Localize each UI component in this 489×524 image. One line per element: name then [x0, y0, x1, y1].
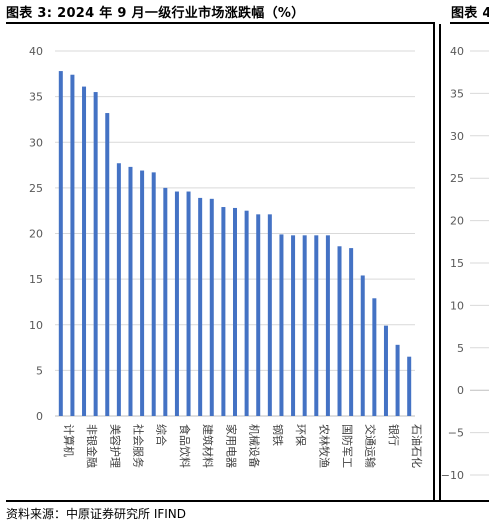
bar	[163, 187, 168, 416]
x-tick-label: 综合	[155, 424, 169, 446]
bar	[267, 214, 272, 416]
bar	[314, 235, 319, 416]
y-tick-label: 15	[450, 257, 464, 270]
y-tick-label: 40	[450, 45, 464, 58]
x-tick-label: 家用电器	[224, 424, 238, 468]
x-tick-label: 交通运输	[364, 424, 378, 468]
bar	[291, 235, 296, 416]
y-tick-label: 35	[29, 91, 43, 104]
y-tick-label: 10	[450, 299, 464, 312]
bar	[279, 234, 284, 416]
bar	[140, 170, 145, 416]
x-tick-label: 社会服务	[131, 424, 145, 468]
bar	[337, 246, 342, 416]
title-rule-right	[450, 22, 489, 24]
x-tick-label: 非银金融	[85, 424, 99, 468]
bar	[407, 356, 412, 416]
bars	[58, 71, 412, 417]
y-tick-label: 0	[36, 410, 43, 423]
bar	[360, 275, 365, 416]
x-axis-tick-labels: 计算机 非银金融 美容护理 社会服务 综合 食品饮料 建筑材料 家用电器 机械设备 钢铁 环保 农林牧…	[62, 424, 424, 468]
y-tick-label: 35	[450, 87, 464, 100]
bar	[244, 210, 249, 416]
y-tick-label: −10	[441, 469, 464, 482]
figure-3-title: 图表 3: 2024 年 9 月一级行业市场涨跌幅（%）	[6, 6, 305, 21]
right-chart-grid-lines	[470, 50, 489, 476]
bar	[383, 325, 388, 416]
bar	[233, 207, 237, 416]
bar	[256, 214, 261, 416]
x-tick-label: 计算机	[62, 424, 76, 457]
x-tick-label: 银行	[387, 424, 401, 446]
bar	[70, 74, 75, 416]
bar	[221, 207, 226, 416]
y-axis-tick-labels: 0 5 10 15 20 25 30 35 40	[29, 45, 43, 423]
bar	[372, 298, 377, 416]
y-tick-label: 25	[450, 172, 464, 185]
x-tick-label: 石油石化	[410, 424, 424, 468]
bar	[93, 92, 98, 416]
bar	[174, 191, 179, 416]
bar	[151, 172, 156, 416]
y-tick-label: 30	[450, 130, 464, 143]
y-tick-label: 5	[457, 342, 464, 355]
y-tick-label: 15	[29, 273, 43, 286]
y-tick-label: 30	[29, 136, 43, 149]
bar	[128, 166, 133, 416]
y-tick-label: 5	[36, 364, 43, 377]
bar	[209, 198, 214, 416]
x-tick-label: 美容护理	[108, 424, 122, 468]
y-tick-label: −5	[448, 427, 464, 440]
bar	[302, 235, 307, 416]
x-tick-label: 食品饮料	[178, 424, 192, 468]
title-rule-left	[6, 22, 435, 24]
figure-4-title: 图表 4	[451, 6, 489, 21]
source-note: 资料来源：中原证券研究所 IFIND	[6, 507, 187, 521]
bar	[116, 163, 121, 416]
bar	[82, 86, 87, 417]
bar	[58, 71, 63, 416]
x-tick-label: 环保	[294, 424, 308, 446]
chart-frame-right	[439, 24, 441, 502]
bottom-rule	[6, 500, 489, 502]
x-tick-label: 机械设备	[248, 424, 262, 468]
right-chart-y-axis-tick-labels: −10 −5 0 5 10 15 20 25 30 35 40	[441, 45, 464, 482]
y-tick-label: 20	[450, 215, 464, 228]
y-tick-label: 25	[29, 182, 43, 195]
x-tick-label: 建筑材料	[201, 424, 215, 468]
bar	[325, 235, 330, 416]
x-tick-label: 国防军工	[341, 424, 355, 468]
x-tick-label: 钢铁	[271, 424, 284, 446]
chart-frame-left	[6, 24, 435, 502]
y-tick-label: 10	[29, 319, 43, 332]
x-tick-label: 农林牧渔	[317, 424, 331, 468]
y-tick-label: 20	[29, 228, 43, 241]
bar	[186, 191, 191, 416]
bar	[198, 197, 203, 416]
bar	[395, 344, 400, 416]
bar	[349, 248, 354, 416]
y-tick-label: 0	[457, 384, 464, 397]
y-tick-label: 40	[29, 45, 43, 58]
bar	[105, 113, 110, 417]
